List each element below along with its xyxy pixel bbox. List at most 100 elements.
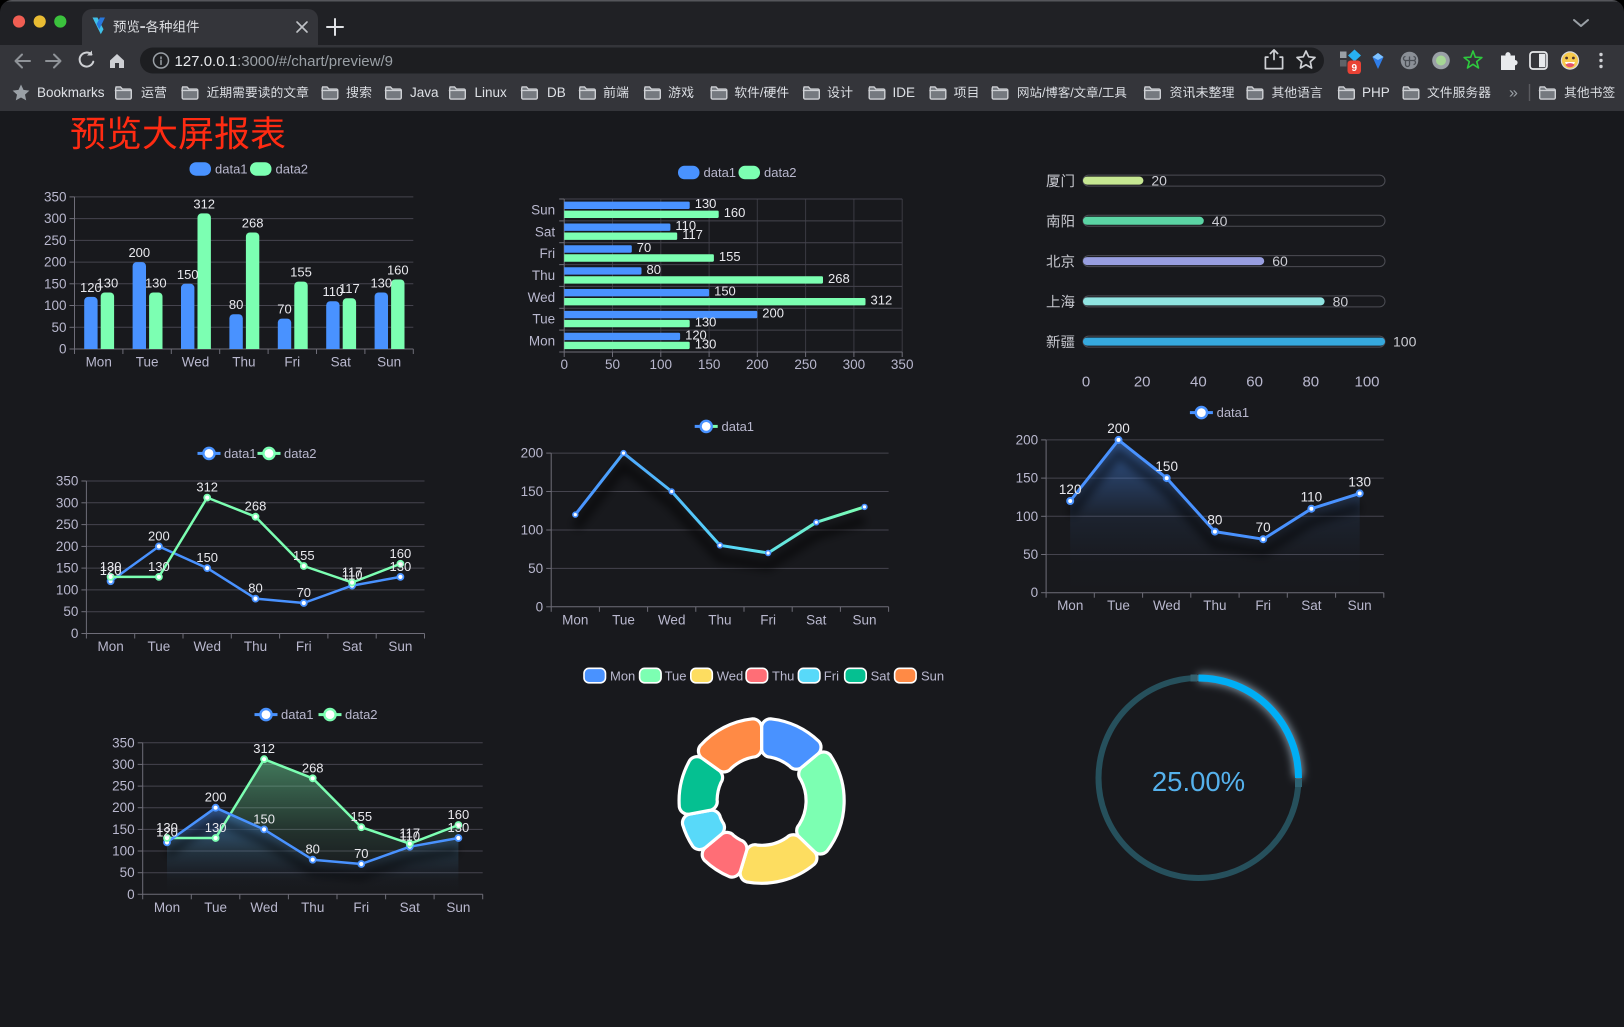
svg-text:data1: data1 [215, 162, 248, 177]
svg-text:100: 100 [44, 298, 67, 313]
svg-text:Sat: Sat [871, 668, 891, 683]
svg-text:data1: data1 [1217, 405, 1250, 420]
svg-text:110: 110 [1301, 490, 1323, 505]
svg-text:130: 130 [1348, 474, 1371, 489]
svg-text:50: 50 [63, 604, 78, 619]
svg-text:Fri: Fri [353, 900, 369, 915]
svg-text:data1: data1 [224, 446, 257, 461]
svg-text:Mon: Mon [154, 900, 180, 915]
svg-text:70: 70 [637, 240, 651, 255]
svg-text:130: 130 [695, 336, 717, 351]
svg-text:200: 200 [128, 245, 150, 260]
svg-text:Mon: Mon [529, 334, 555, 349]
svg-text:100: 100 [1393, 334, 1417, 350]
svg-text:Sun: Sun [377, 355, 401, 370]
svg-text:Thu: Thu [244, 639, 267, 654]
svg-text:Mon: Mon [562, 612, 588, 627]
svg-text:80: 80 [229, 297, 243, 312]
svg-text:150: 150 [714, 284, 736, 299]
svg-text:110: 110 [342, 568, 363, 583]
svg-text:Thu: Thu [1203, 598, 1226, 613]
svg-text:80: 80 [1207, 513, 1222, 528]
svg-text:0: 0 [127, 887, 135, 902]
svg-text:Sun: Sun [531, 202, 555, 217]
svg-text:Mon: Mon [86, 355, 112, 370]
svg-text:Tue: Tue [665, 668, 687, 683]
svg-text:Thu: Thu [772, 668, 794, 683]
svg-text:0: 0 [1082, 374, 1090, 391]
svg-text:DB: DB [547, 85, 566, 100]
svg-text:Tue: Tue [136, 355, 159, 370]
svg-text:110: 110 [323, 284, 344, 299]
svg-text:130: 130 [695, 315, 717, 330]
svg-text:160: 160 [448, 807, 470, 822]
svg-text:200: 200 [112, 800, 135, 815]
svg-text:70: 70 [354, 846, 368, 861]
svg-text:150: 150 [253, 811, 275, 826]
svg-text:100: 100 [112, 844, 135, 859]
svg-text:150: 150 [521, 484, 544, 499]
svg-text:130: 130 [100, 559, 122, 574]
svg-text:70: 70 [1256, 520, 1271, 535]
svg-text:80: 80 [1333, 293, 1349, 309]
svg-text:Sat: Sat [331, 355, 352, 370]
svg-text:200: 200 [148, 528, 170, 543]
svg-text:data2: data2 [284, 446, 317, 461]
svg-text:117: 117 [339, 281, 360, 296]
svg-text:Fri: Fri [296, 639, 312, 654]
svg-text:Mon: Mon [610, 668, 635, 683]
svg-text:Tue: Tue [612, 612, 635, 627]
svg-text:»: » [1509, 85, 1518, 102]
svg-text:Wed: Wed [1153, 598, 1181, 613]
svg-text:70: 70 [277, 302, 291, 317]
svg-text:120: 120 [100, 563, 122, 578]
svg-text:117: 117 [682, 227, 703, 242]
svg-text:150: 150 [1016, 471, 1039, 486]
svg-text:Wed: Wed [182, 355, 210, 370]
svg-text:80: 80 [305, 842, 319, 857]
svg-text:50: 50 [1023, 547, 1038, 562]
svg-text:25.00%: 25.00% [1152, 766, 1245, 797]
svg-text:40: 40 [1190, 374, 1207, 391]
svg-text:150: 150 [56, 561, 79, 576]
svg-text:100: 100 [1354, 374, 1379, 391]
svg-text:130: 130 [205, 820, 227, 835]
svg-text:PHP: PHP [1362, 85, 1390, 100]
svg-text:9: 9 [1352, 63, 1358, 74]
svg-text:/: / [1099, 86, 1103, 100]
svg-text:0: 0 [1031, 585, 1039, 600]
svg-text:IDE: IDE [893, 85, 916, 100]
svg-text:200: 200 [56, 539, 79, 554]
svg-text:130: 130 [148, 559, 170, 574]
svg-text:Thu: Thu [301, 900, 324, 915]
svg-text:150: 150 [698, 357, 721, 372]
svg-text:70: 70 [297, 585, 311, 600]
svg-text:150: 150 [177, 267, 199, 282]
svg-text:350: 350 [112, 735, 135, 750]
svg-text:312: 312 [193, 196, 215, 211]
svg-text:350: 350 [44, 189, 67, 204]
svg-text:130: 130 [695, 196, 717, 211]
svg-text:data1: data1 [281, 707, 314, 722]
svg-text:Thu: Thu [708, 612, 731, 627]
svg-text:Fri: Fri [284, 355, 300, 370]
svg-text:Mon: Mon [1057, 598, 1083, 613]
svg-text:110: 110 [675, 218, 696, 233]
svg-text:Sat: Sat [806, 612, 827, 627]
svg-text:300: 300 [44, 211, 67, 226]
svg-text:Java: Java [410, 85, 439, 100]
svg-text:300: 300 [56, 495, 79, 510]
svg-text:40: 40 [1212, 213, 1228, 229]
svg-text:250: 250 [112, 779, 135, 794]
svg-text:50: 50 [528, 561, 543, 576]
svg-text:200: 200 [762, 306, 784, 321]
svg-text:268: 268 [245, 499, 267, 514]
svg-text:Sat: Sat [342, 639, 363, 654]
svg-text:130: 130 [370, 276, 392, 291]
svg-text:300: 300 [843, 357, 866, 372]
svg-text:100: 100 [650, 357, 673, 372]
svg-text:0: 0 [560, 357, 568, 372]
svg-text:120: 120 [685, 327, 707, 342]
svg-text:160: 160 [390, 546, 412, 561]
svg-text:60: 60 [1246, 374, 1263, 391]
